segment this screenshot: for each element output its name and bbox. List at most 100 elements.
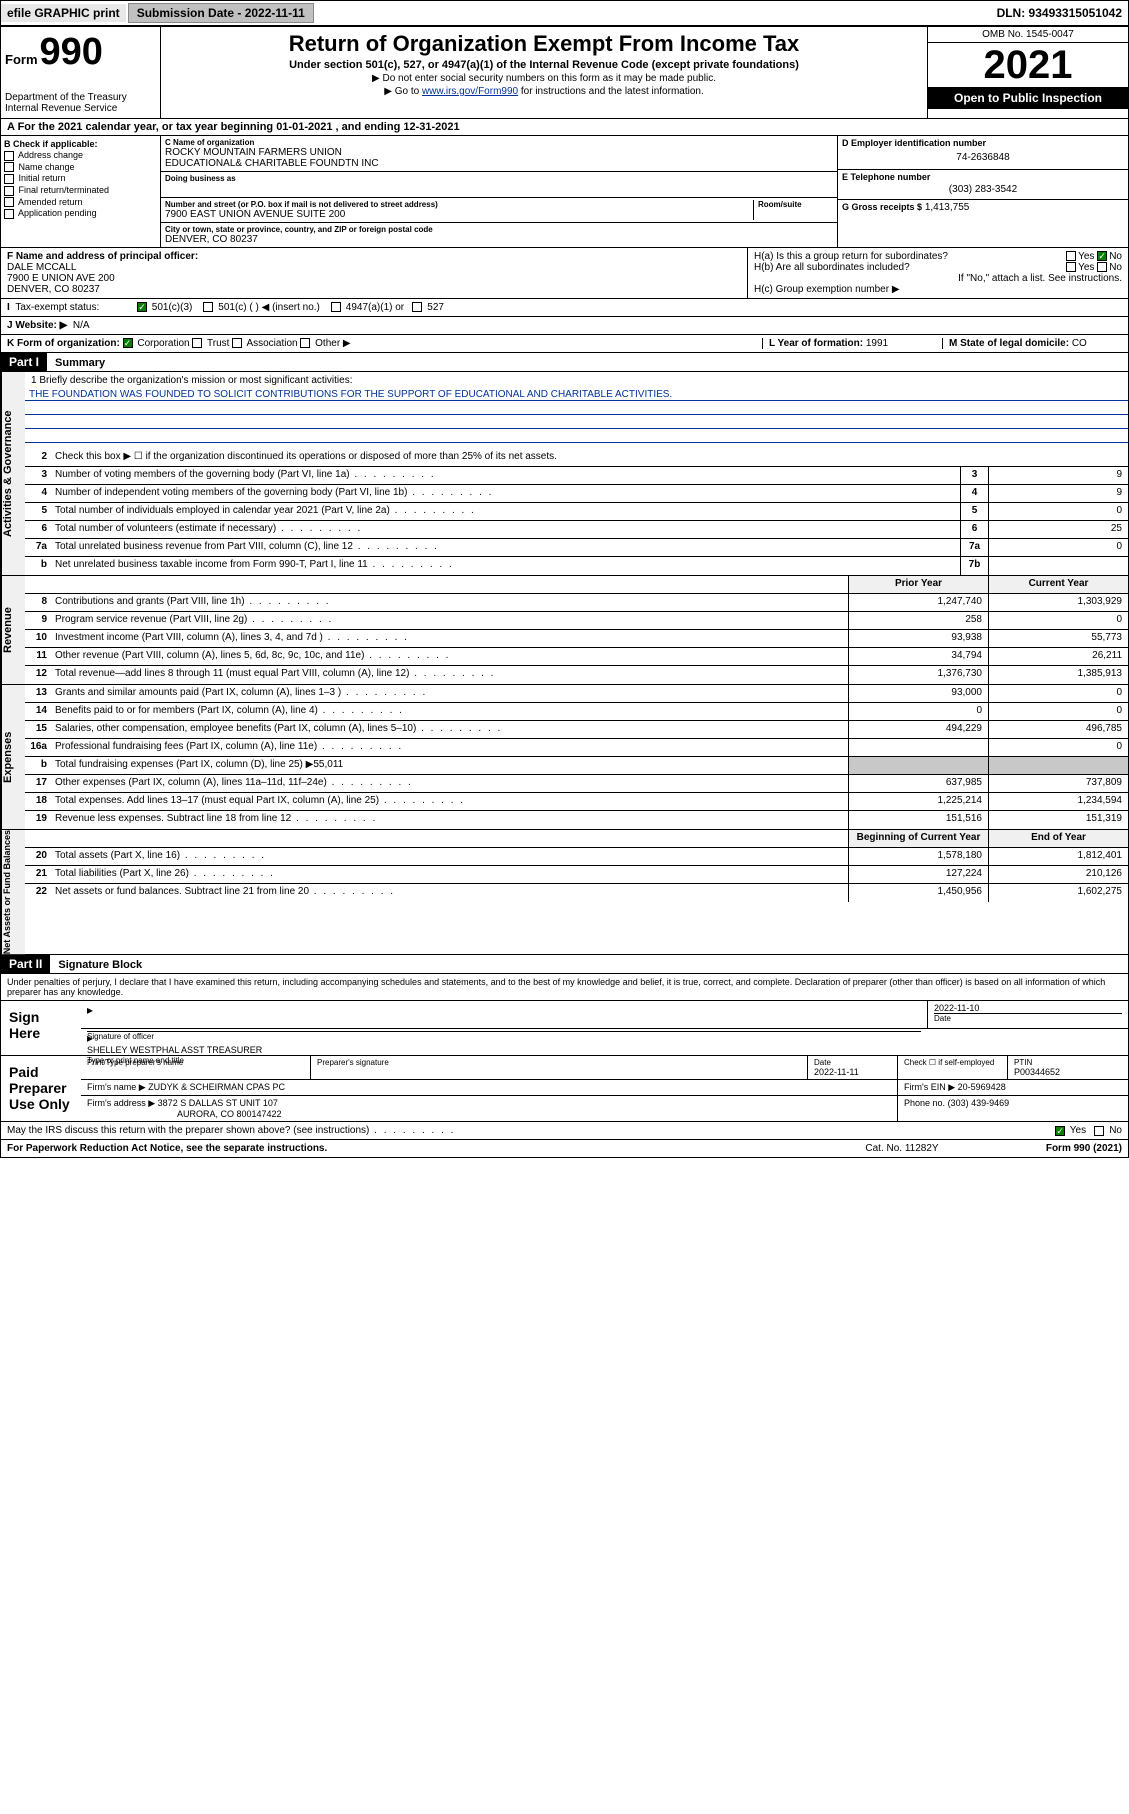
firm-name: ZUDYK & SCHEIRMAN CPAS PC: [148, 1082, 285, 1092]
header-left: Form 990 Department of the Treasury Inte…: [1, 27, 161, 118]
summary-row: 14Benefits paid to or for members (Part …: [25, 703, 1128, 721]
gross-receipts: 1,413,755: [925, 202, 970, 213]
block-c: C Name of organizationROCKY MOUNTAIN FAR…: [161, 136, 838, 247]
firm-phone: (303) 439-9469: [948, 1098, 1010, 1108]
summary-row: 5Total number of individuals employed in…: [25, 503, 1128, 521]
form-footer: For Paperwork Reduction Act Notice, see …: [0, 1140, 1129, 1158]
header-mid: Return of Organization Exempt From Incom…: [161, 27, 928, 118]
mission-question: 1 Briefly describe the organization's mi…: [25, 372, 1128, 389]
org-city: DENVER, CO 80237: [165, 234, 833, 245]
501c3-check: [137, 302, 147, 312]
summary-row: 16aProfessional fundraising fees (Part I…: [25, 739, 1128, 757]
part2-header: Part IISignature Block: [0, 955, 1129, 974]
period-row: A For the 2021 calendar year, or tax yea…: [0, 119, 1129, 136]
block-b: B Check if applicable: Address change Na…: [1, 136, 161, 247]
summary-row: bTotal fundraising expenses (Part IX, co…: [25, 757, 1128, 775]
check-final-return[interactable]: Final return/terminated: [4, 185, 157, 196]
tax-year: 2021: [928, 43, 1128, 87]
ha-no-check: [1097, 251, 1107, 261]
ptin: P00344652: [1014, 1067, 1122, 1077]
officer-typed-name: SHELLEY WESTPHAL ASST TREASURER: [87, 1045, 1122, 1055]
check-amended[interactable]: Amended return: [4, 197, 157, 208]
block-klm: K Form of organization: Corporation Trus…: [0, 335, 1129, 353]
org-name: ROCKY MOUNTAIN FARMERS UNION EDUCATIONAL…: [165, 147, 833, 169]
discuss-yes: [1055, 1126, 1065, 1136]
efile-label: efile GRAPHIC print: [1, 4, 126, 22]
check-app-pending[interactable]: Application pending: [4, 208, 157, 219]
form-header: Form 990 Department of the Treasury Inte…: [0, 26, 1129, 119]
firm-ein: 20-5969428: [958, 1082, 1006, 1092]
part1-header: Part ISummary: [0, 353, 1129, 372]
summary-row: 19Revenue less expenses. Subtract line 1…: [25, 811, 1128, 829]
block-i: I Tax-exempt status: 501(c)(3) 501(c) ( …: [0, 299, 1129, 317]
summary-row: 21Total liabilities (Part X, line 26)127…: [25, 866, 1128, 884]
summary-row: 10Investment income (Part VIII, column (…: [25, 630, 1128, 648]
summary-row: 17Other expenses (Part IX, column (A), l…: [25, 775, 1128, 793]
form-note2: ▶ Go to www.irs.gov/Form990 for instruct…: [169, 86, 919, 97]
check-address-change[interactable]: Address change: [4, 150, 157, 161]
vtab-expenses: Expenses: [1, 685, 25, 829]
summary-row: 11Other revenue (Part VIII, column (A), …: [25, 648, 1128, 666]
org-address: 7900 EAST UNION AVENUE SUITE 200: [165, 209, 753, 220]
summary-row: 18Total expenses. Add lines 13–17 (must …: [25, 793, 1128, 811]
dln-label: DLN: 93493315051042: [991, 4, 1128, 22]
block-f: F Name and address of principal officer:…: [1, 248, 748, 298]
section-net-assets: Net Assets or Fund Balances Beginning of…: [0, 830, 1129, 955]
header-right: OMB No. 1545-0047 2021 Open to Public In…: [928, 27, 1128, 118]
sig-declaration: Under penalties of perjury, I declare th…: [1, 974, 1128, 1000]
vtab-net: Net Assets or Fund Balances: [1, 830, 25, 954]
irs-link[interactable]: www.irs.gov/Form990: [422, 86, 518, 97]
summary-row: 12Total revenue—add lines 8 through 11 (…: [25, 666, 1128, 684]
net-header: Beginning of Current Year End of Year: [25, 830, 1128, 848]
corp-check: [123, 338, 133, 348]
submission-date-button[interactable]: Submission Date - 2022-11-11: [128, 3, 314, 23]
paid-preparer-label: Paid Preparer Use Only: [1, 1056, 81, 1121]
section-expenses: Expenses 13Grants and similar amounts pa…: [0, 685, 1129, 830]
discuss-row: May the IRS discuss this return with the…: [0, 1122, 1129, 1140]
summary-row: 4Number of independent voting members of…: [25, 485, 1128, 503]
year-formation: 1991: [866, 338, 888, 349]
entity-block: B Check if applicable: Address change Na…: [0, 136, 1129, 248]
summary-row: 13Grants and similar amounts paid (Part …: [25, 685, 1128, 703]
sig-date: 2022-11-10: [934, 1003, 1122, 1013]
form-number: Form 990: [5, 31, 156, 74]
mission-text: THE FOUNDATION WAS FOUNDED TO SOLICIT CO…: [25, 389, 1128, 401]
form-subtitle: Under section 501(c), 527, or 4947(a)(1)…: [169, 59, 919, 71]
vtab-governance: Activities & Governance: [1, 372, 25, 575]
officer-name: DALE MCCALL: [7, 262, 741, 273]
summary-row: 3Number of voting members of the governi…: [25, 467, 1128, 485]
form-title: Return of Organization Exempt From Incom…: [169, 31, 919, 57]
topbar: efile GRAPHIC print Submission Date - 20…: [0, 0, 1129, 26]
signature-block: Under penalties of perjury, I declare th…: [0, 974, 1129, 1122]
omb-number: OMB No. 1545-0047: [928, 27, 1128, 43]
summary-row: 6Total number of volunteers (estimate if…: [25, 521, 1128, 539]
summary-row: 22Net assets or fund balances. Subtract …: [25, 884, 1128, 902]
prep-date: 2022-11-11: [814, 1067, 891, 1077]
summary-row: 8Contributions and grants (Part VIII, li…: [25, 594, 1128, 612]
summary-row: 7aTotal unrelated business revenue from …: [25, 539, 1128, 557]
section-revenue: Revenue Prior Year Current Year 8Contrib…: [0, 576, 1129, 685]
summary-row: bNet unrelated business taxable income f…: [25, 557, 1128, 575]
website: N/A: [73, 320, 90, 331]
form-note1: ▶ Do not enter social security numbers o…: [169, 73, 919, 84]
sign-here-label: Sign Here: [1, 1001, 81, 1055]
summary-row: 2Check this box ▶ ☐ if the organization …: [25, 449, 1128, 467]
section-governance: Activities & Governance 1 Briefly descri…: [0, 372, 1129, 576]
block-h: H(a) Is this a group return for subordin…: [748, 248, 1128, 298]
dept-label: Department of the Treasury Internal Reve…: [5, 92, 156, 114]
block-fh: F Name and address of principal officer:…: [0, 248, 1129, 299]
check-initial-return[interactable]: Initial return: [4, 173, 157, 184]
check-name-change[interactable]: Name change: [4, 162, 157, 173]
ein: 74-2636848: [842, 148, 1124, 167]
block-de: D Employer identification number74-26368…: [838, 136, 1128, 247]
summary-row: 20Total assets (Part X, line 16)1,578,18…: [25, 848, 1128, 866]
vtab-revenue: Revenue: [1, 576, 25, 684]
domicile: CO: [1072, 338, 1087, 349]
firm-addr: 3872 S DALLAS ST UNIT 107: [158, 1098, 278, 1108]
twocol-header: Prior Year Current Year: [25, 576, 1128, 594]
inspection-badge: Open to Public Inspection: [928, 87, 1128, 109]
block-j: J Website: ▶ N/A: [0, 317, 1129, 335]
summary-row: 9Program service revenue (Part VIII, lin…: [25, 612, 1128, 630]
summary-row: 15Salaries, other compensation, employee…: [25, 721, 1128, 739]
phone: (303) 283-3542: [842, 182, 1124, 197]
